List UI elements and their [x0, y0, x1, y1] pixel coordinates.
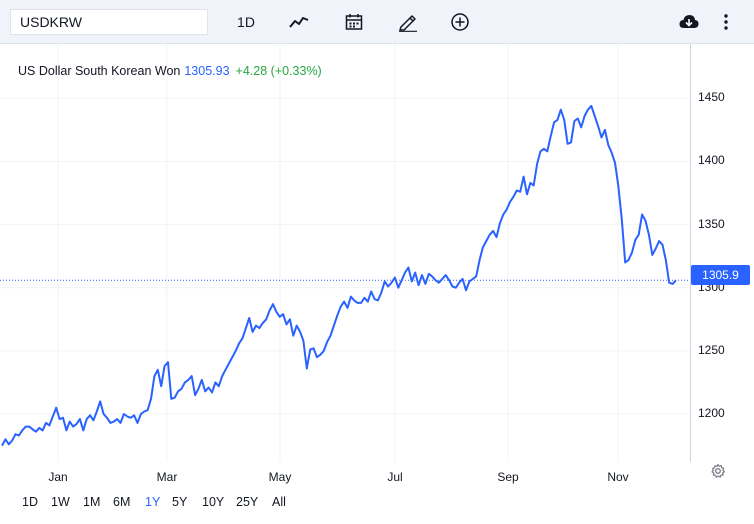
chart-toolbar: USDKRW 1D — [0, 0, 754, 44]
legend-change: +4.28 (+0.33%) — [235, 64, 322, 78]
calendar-icon[interactable] — [340, 8, 368, 36]
legend-last-price: 1305.93 — [184, 64, 230, 78]
interval-button[interactable]: 1D — [237, 14, 255, 30]
price-chart[interactable] — [0, 44, 690, 462]
range-button-6m[interactable]: 6M — [113, 495, 131, 509]
y-tick-label: 1250 — [698, 342, 725, 357]
y-tick-label: 1450 — [698, 90, 725, 105]
x-tick-label: Jan — [48, 470, 68, 484]
range-button-5y[interactable]: 5Y — [172, 495, 188, 509]
range-button-25y[interactable]: 25Y — [236, 495, 259, 509]
legend-symbol-name: US Dollar South Korean Won — [18, 64, 181, 78]
y-tick-label: 1200 — [698, 406, 725, 420]
y-tick-label: 1350 — [698, 216, 725, 231]
chart-legend: US Dollar South Korean Won 1305.93 +4.28 (… — [18, 64, 322, 78]
series-line — [1, 104, 677, 447]
range-button-1y[interactable]: 1Y — [145, 495, 161, 509]
chart-grid — [0, 44, 690, 462]
price-axis[interactable] — [690, 44, 754, 462]
x-tick-label: Sep — [497, 470, 519, 484]
range-button-all[interactable]: All — [272, 495, 286, 509]
x-tick-label: Jul — [387, 470, 403, 484]
range-button-1m[interactable]: 1M — [83, 495, 101, 509]
symbol-search-input[interactable]: USDKRW — [10, 9, 208, 35]
last-price-tag: 1305.9 — [691, 265, 750, 285]
range-button-1w[interactable]: 1W — [51, 495, 70, 509]
range-button-10y[interactable]: 10Y — [202, 495, 225, 509]
x-tick-label: May — [268, 470, 292, 484]
y-tick-label: 1400 — [698, 153, 725, 168]
range-selector: 1D 1W 1M 6M 1Y 5Y 10Y 25Y All — [0, 488, 754, 516]
line-chart-icon[interactable] — [285, 8, 313, 36]
more-vertical-icon[interactable] — [712, 8, 740, 36]
download-icon[interactable] — [675, 8, 703, 36]
range-button-1d[interactable]: 1D — [22, 495, 38, 509]
settings-gear-icon[interactable] — [710, 463, 730, 483]
x-tick-label: Mar — [156, 470, 178, 484]
draw-pencil-icon[interactable] — [394, 8, 422, 36]
add-indicator-icon[interactable] — [446, 8, 474, 36]
x-tick-label: Nov — [607, 470, 629, 484]
